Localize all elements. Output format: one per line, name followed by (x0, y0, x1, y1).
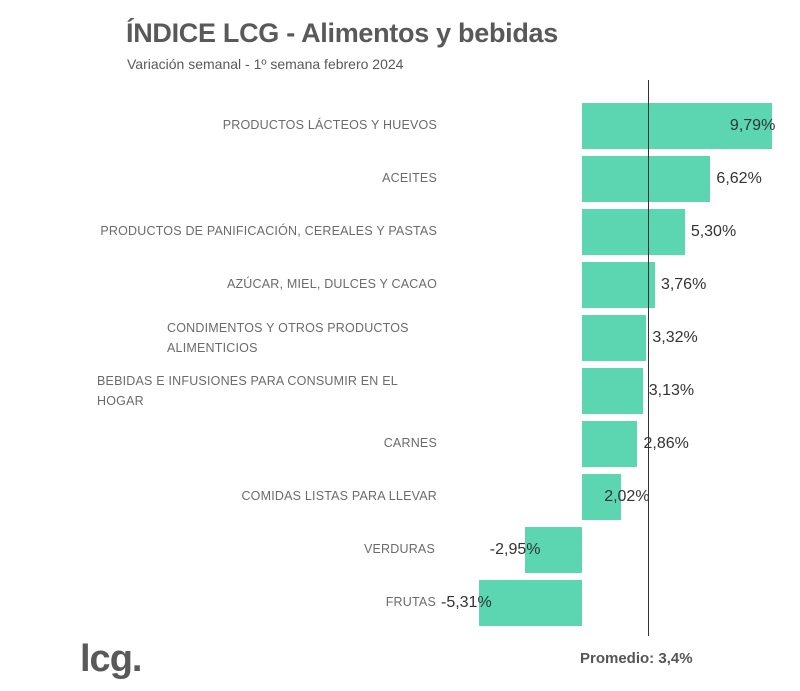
bar (524, 527, 582, 573)
chart-title: ÍNDICE LCG - Alimentos y bebidas (126, 18, 558, 48)
category-label: COMIDAS LISTAS PARA LLEVAR (241, 489, 437, 503)
average-reference-line (647, 80, 649, 636)
bar (478, 580, 582, 626)
bar (582, 156, 711, 202)
chart-subtitle: Variación semanal - 1º semana febrero 20… (127, 56, 404, 72)
average-value: 3,4% (658, 650, 693, 667)
bar (582, 421, 638, 467)
bar (582, 262, 655, 308)
value-label: 3,32% (652, 329, 698, 346)
bar (582, 209, 685, 255)
value-label: 3,76% (660, 276, 707, 293)
value-label: -2,95% (489, 541, 541, 558)
value-label: 9,79% (729, 117, 776, 134)
value-label: 2,86% (643, 435, 689, 452)
bar (582, 315, 647, 361)
average-label-text: Promedio: (580, 650, 655, 667)
value-label: -5,31% (440, 594, 492, 611)
lcg-logo: lcg. (80, 638, 142, 680)
bar (582, 103, 772, 149)
category-label: VERDURAS (363, 542, 435, 556)
category-label: FRUTAS (385, 595, 436, 609)
category-label: PRODUCTOS DE PANIFICACIÓN, CEREALES Y PA… (100, 224, 437, 238)
value-label: 6,62% (716, 170, 762, 187)
value-label: 2,02% (604, 488, 650, 505)
average-label: Promedio: 3,4% (580, 650, 693, 667)
category-label: PRODUCTOS LÁCTEOS Y HUEVOS (222, 118, 437, 132)
category-label: CARNES (383, 436, 437, 450)
category-label: ACEITES (382, 171, 437, 185)
category-label: AZÚCAR, MIEL, DULCES Y CACAO (226, 277, 437, 291)
value-label: 3,13% (648, 382, 695, 399)
bar (582, 368, 643, 414)
category-label: CONDIMENTOS Y OTROS PRODUCTOS ALIMENTICI… (167, 321, 409, 355)
value-label: 5,30% (690, 223, 737, 240)
bar (582, 474, 622, 520)
category-label: BEBIDAS E INFUSIONES PARA CONSUMIR EN EL… (97, 374, 398, 408)
